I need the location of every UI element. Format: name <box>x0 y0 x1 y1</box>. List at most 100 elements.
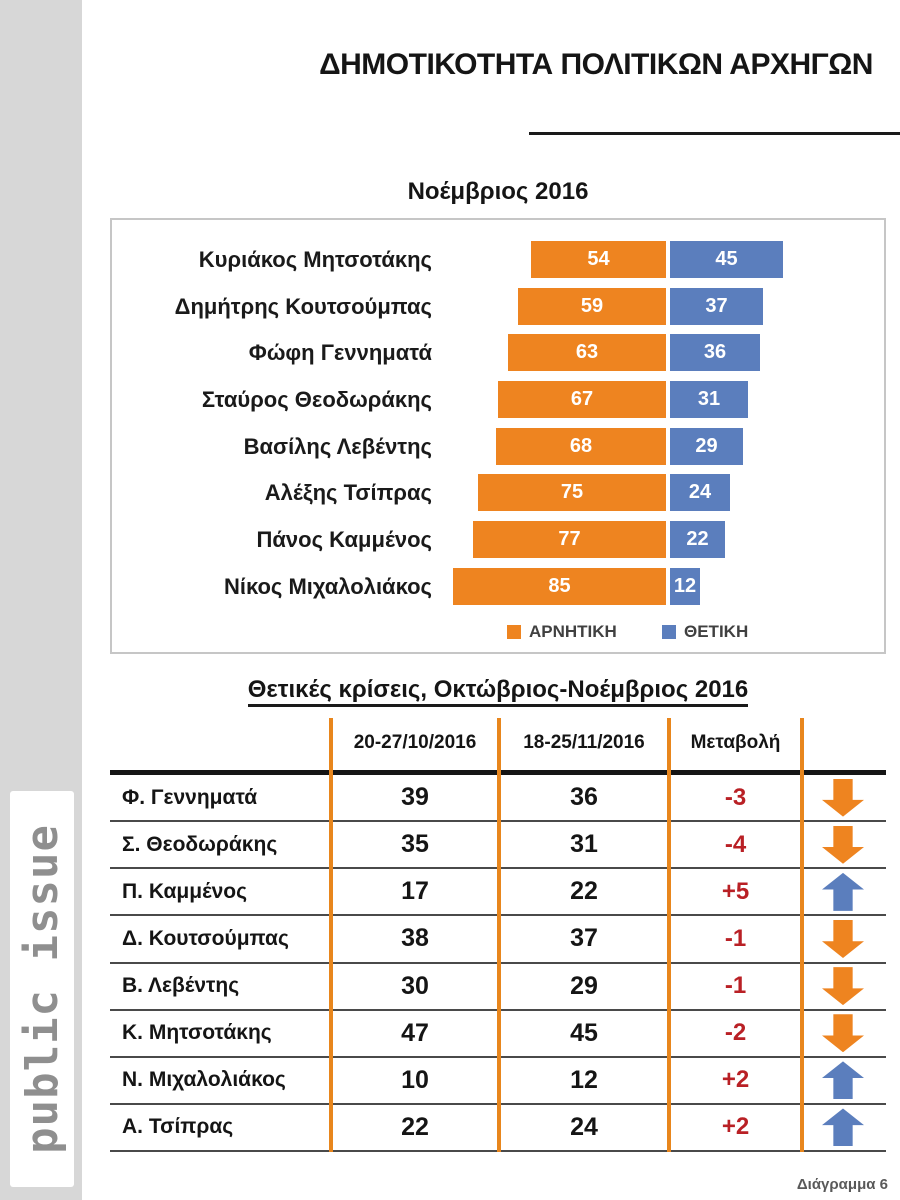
trend-arrow-down-icon <box>822 1014 864 1053</box>
cell-change-value: -1 <box>724 924 747 952</box>
cell-october-value: 47 <box>401 1018 429 1047</box>
bar-chart: Κυριάκος Μητσοτάκης 54 45 Δημήτρης Κουτσ… <box>110 218 886 654</box>
legend-swatch-negative <box>507 625 521 639</box>
cell-trend <box>800 775 886 820</box>
trend-arrow-down-icon <box>822 778 864 817</box>
cell-change-value: +2 <box>721 1066 750 1094</box>
cell-change-value: -2 <box>724 1019 747 1047</box>
category-label: Κυριάκος Μητσοτάκης <box>198 247 432 272</box>
category-label: Πάνος Καμμένος <box>256 527 432 552</box>
title-underline <box>529 132 900 135</box>
cell-change-value: +5 <box>721 877 750 905</box>
positive-bar: 36 <box>670 334 760 371</box>
cell-october-value: 10 <box>401 1065 429 1094</box>
cell-october-value: 38 <box>401 924 429 953</box>
cell-november-value: 45 <box>570 1018 598 1047</box>
chart-row: Πάνος Καμμένος 77 22 <box>112 521 884 558</box>
negative-bar: 68 <box>496 428 666 465</box>
cell-november-value: 36 <box>570 783 598 812</box>
negative-bar: 75 <box>478 474 666 511</box>
row-politician-name: Δ. Κουτσούμπας <box>122 926 289 950</box>
category-label: Σταύρος Θεοδωράκης <box>201 387 432 412</box>
row-politician-name: Σ. Θεοδωράκης <box>122 832 278 856</box>
positive-bar: 12 <box>670 568 700 605</box>
negative-bar: 54 <box>531 241 666 278</box>
cell-november-value: 24 <box>570 1112 598 1141</box>
legend-label-positive: ΘΕΤΙΚΗ <box>684 622 749 641</box>
legend-item-positive: ΘΕΤΙΚΗ <box>662 620 748 644</box>
cell-november-value: 22 <box>570 877 598 906</box>
cell-trend <box>800 916 886 961</box>
cell-trend <box>800 1011 886 1056</box>
grid-line <box>329 718 333 1152</box>
cell-october-value: 39 <box>401 783 429 812</box>
chart-row: Αλέξης Τσίπρας 75 24 <box>112 474 884 511</box>
cell-change-value: -4 <box>724 830 747 858</box>
category-label: Αλέξης Τσίπρας <box>264 480 432 505</box>
cell-change-value: -1 <box>724 972 747 1000</box>
negative-bar: 59 <box>518 288 666 325</box>
row-politician-name: Α. Τσίπρας <box>122 1115 234 1139</box>
cell-trend <box>800 869 886 914</box>
chart-plot: Κυριάκος Μητσοτάκης 54 45 Δημήτρης Κουτσ… <box>112 220 884 652</box>
row-politician-name: Φ. Γεννηματά <box>122 785 258 809</box>
column-header-october: 20-27/10/2016 <box>353 732 477 753</box>
trend-arrow-down-icon <box>822 825 864 864</box>
cell-november-value: 29 <box>570 971 598 1000</box>
chart-title: Νοέμβριος 2016 <box>407 178 589 205</box>
column-header-change: Μεταβολή <box>690 732 781 753</box>
negative-bar: 63 <box>508 334 666 371</box>
publisher-logo-text: public issue <box>16 824 68 1154</box>
cell-november-value: 31 <box>570 830 598 859</box>
cell-change-value: +2 <box>721 1113 750 1141</box>
positive-bar: 24 <box>670 474 730 511</box>
publisher-logo: public issue <box>10 791 74 1187</box>
figure-number: Διάγραμμα 6 <box>796 1176 888 1193</box>
row-politician-name: Κ. Μητσοτάκης <box>122 1021 272 1045</box>
column-header-november: 18-25/11/2016 <box>523 732 645 753</box>
trend-arrow-up-icon <box>822 872 864 911</box>
positive-bar: 29 <box>670 428 743 465</box>
cell-november-value: 12 <box>570 1065 598 1094</box>
cell-october-value: 35 <box>401 830 429 859</box>
legend-item-negative: ΑΡΝΗΤΙΚΗ <box>507 620 617 644</box>
cell-october-value: 22 <box>401 1112 429 1141</box>
category-label: Νίκος Μιχαλολιάκος <box>223 574 432 599</box>
category-label: Βασίλης Λεβέντης <box>243 434 432 459</box>
positive-bar: 37 <box>670 288 763 325</box>
chart-row: Φώφη Γεννηματά 63 36 <box>112 334 884 371</box>
cell-change-value: -3 <box>724 783 747 811</box>
positive-bar: 22 <box>670 521 725 558</box>
trend-arrow-down-icon <box>822 967 864 1006</box>
grid-line <box>667 718 671 1152</box>
cell-trend <box>800 1058 886 1103</box>
table-title: Θετικές κρίσεις, Οκτώβριος-Νοέμβριος 201… <box>110 676 886 707</box>
row-politician-name: Β. Λεβέντης <box>122 974 240 998</box>
negative-bar: 67 <box>498 381 666 418</box>
grid-line <box>800 718 804 1152</box>
legend: ΑΡΝΗΤΙΚΗ ΘΕΤΙΚΗ <box>112 620 884 644</box>
category-label: Δημήτρης Κουτσούμπας <box>174 294 432 319</box>
positive-bar: 45 <box>670 241 783 278</box>
chart-row: Σταύρος Θεοδωράκης 67 31 <box>112 381 884 418</box>
cell-trend <box>800 1105 886 1150</box>
row-politician-name: Ν. Μιχαλολιάκος <box>122 1068 286 1092</box>
chart-row: Νίκος Μιχαλολιάκος 85 12 <box>112 568 884 605</box>
chart-row: Βασίλης Λεβέντης 68 29 <box>112 428 884 465</box>
legend-label-negative: ΑΡΝΗΤΙΚΗ <box>529 622 617 641</box>
chart-row: Κυριάκος Μητσοτάκης 54 45 <box>112 241 884 278</box>
grid-line <box>497 718 501 1152</box>
comparison-table: 20-27/10/2016 18-25/11/2016 Μεταβολή Φ. … <box>110 718 886 1154</box>
cell-trend <box>800 964 886 1009</box>
cell-trend <box>800 822 886 867</box>
negative-bar: 85 <box>453 568 666 605</box>
negative-bar: 77 <box>473 521 666 558</box>
cell-november-value: 37 <box>570 924 598 953</box>
trend-arrow-down-icon <box>822 919 864 958</box>
cell-october-value: 17 <box>401 877 429 906</box>
row-politician-name: Π. Καμμένος <box>122 879 248 903</box>
trend-arrow-up-icon <box>822 1061 864 1100</box>
category-label: Φώφη Γεννηματά <box>248 340 432 365</box>
page-title: ΔΗΜΟΤΙΚΟΤΗΤΑ ΠΟΛΙΤΙΚΩΝ ΑΡΧΗΓΩΝ <box>319 48 873 81</box>
